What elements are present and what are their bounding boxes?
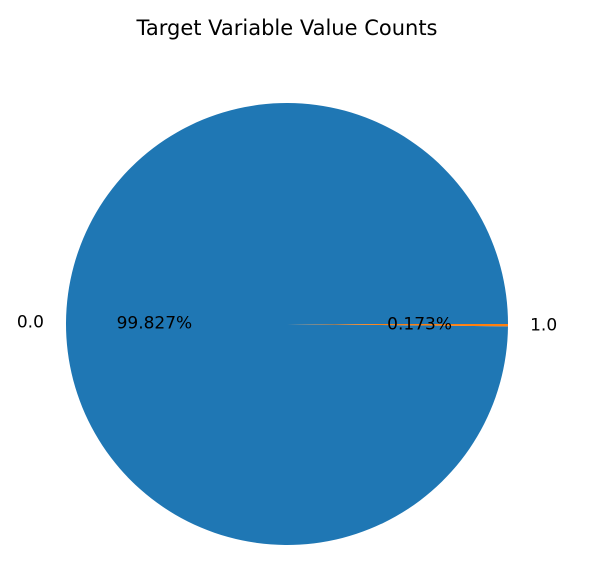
- pie-labels: 0.0 99.827% 1.0 0.173%: [17, 313, 557, 336]
- pct-label-1.0: 0.173%: [387, 315, 452, 335]
- slice-label-1.0: 1.0: [530, 315, 557, 335]
- pie-slice-1.0: [287, 324, 508, 327]
- chart-title: Target Variable Value Counts: [136, 16, 438, 40]
- slice-label-0.0: 0.0: [17, 313, 44, 333]
- pie-slice-0.0: [66, 103, 509, 546]
- pie-slices: [66, 103, 509, 546]
- pct-label-0.0: 99.827%: [117, 313, 193, 333]
